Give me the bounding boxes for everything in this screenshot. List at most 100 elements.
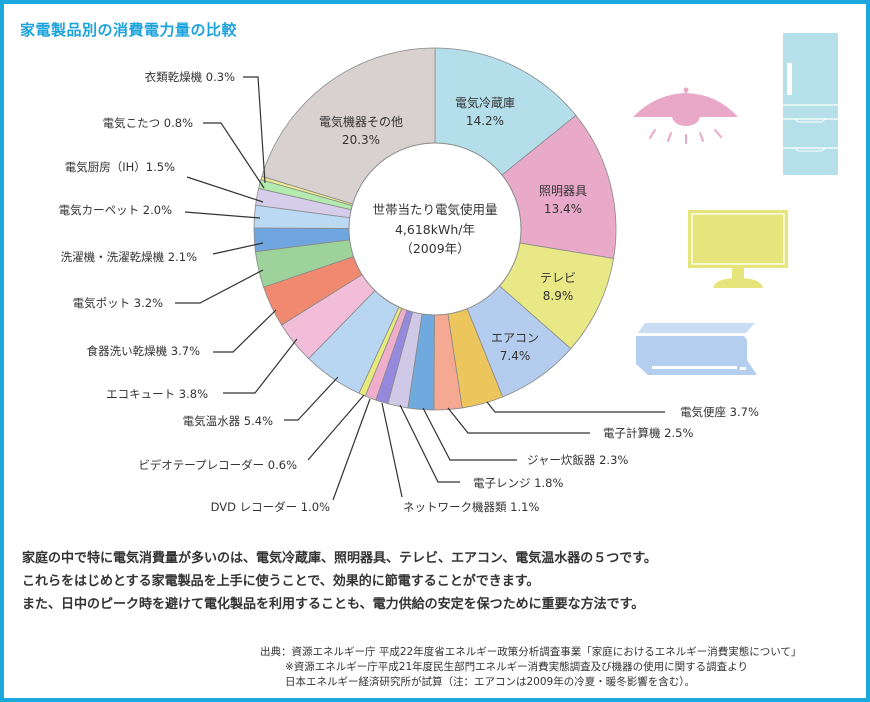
refrigerator-icon	[783, 33, 838, 175]
label-value: 1.5%	[145, 160, 175, 174]
leader-line-computer	[447, 407, 590, 434]
leader-line-ih-cooker	[186, 176, 264, 203]
leader-line-kotatsu	[203, 122, 265, 189]
leader-line-electric-carpet	[184, 211, 261, 219]
label-ecocute: エコキュート 3.8%	[106, 387, 208, 401]
segment-label-refrigerator: 電気冷蔵庫 14.2%	[455, 94, 515, 130]
leader-line-clothes-dryer	[243, 76, 266, 184]
segment-value: 14.2%	[465, 114, 505, 128]
label-value: 3.2%	[133, 296, 163, 310]
source-line: 日本エネルギー経済研究所が試算（注：エアコンは2009年の冷夏・暖冬影響を含む）…	[285, 676, 695, 688]
label-name: 食器洗い乾燥機	[86, 344, 168, 358]
tv-icon	[688, 210, 788, 288]
label-electric-carpet: 電気カーペット 2.0%	[59, 203, 172, 217]
label-value: 2.5%	[664, 426, 694, 440]
label-microwave: 電子レンジ 1.8%	[473, 476, 563, 490]
body-line: 家庭の中で特に電気消費量が多いのは、電気冷蔵庫、照明器具、テレビ、エアコン、電気…	[22, 551, 657, 566]
segment-name: 電気機器その他	[318, 115, 404, 129]
label-computer: 電子計算機 2.5%	[603, 426, 693, 440]
label-name: DVD レコーダー	[210, 500, 298, 514]
body-text: 家庭の中で特に電気消費量が多いのは、電気冷蔵庫、照明器具、テレビ、エアコン、電気…	[22, 547, 657, 616]
leader-line-vcr	[307, 394, 365, 461]
leader-line-dishwasher	[213, 309, 277, 353]
body-line: これらをはじめとする家電製品を上手に使うことで、効果的に節電することができます。	[22, 574, 540, 589]
leader-line-rice-cooker	[422, 407, 517, 461]
segment-label-tv: テレビ 8.9%	[540, 269, 576, 305]
label-value: 3.7%	[170, 344, 200, 358]
label-name: ビデオテープレコーダー	[138, 458, 265, 472]
label-name: 電子計算機	[603, 426, 661, 440]
label-name: 衣類乾燥機	[144, 70, 203, 84]
page-title: 家電製品別の消費電力量の比較	[20, 21, 238, 39]
label-name: ネットワーク機器類	[403, 500, 507, 514]
leader-line-dvd-recorder	[332, 398, 371, 501]
air-conditioner-icon	[636, 323, 757, 375]
label-name: 電子レンジ	[473, 476, 531, 490]
leader-line-washing-machine	[212, 242, 264, 255]
label-vcr: ビデオテープレコーダー 0.6%	[138, 458, 297, 472]
label-name: 電気こたつ	[102, 116, 161, 130]
label-name: 電気カーペット	[58, 203, 140, 217]
leader-lines	[175, 76, 665, 501]
label-name: 電気温水器	[182, 414, 241, 428]
label-kotatsu: 電気こたつ 0.8%	[103, 116, 193, 130]
source-line: 出典：資源エネルギー庁 平成22年度省エネルギー政策分析調査事業「家庭におけるエ…	[260, 646, 802, 658]
body-line: また、日中のピーク時を避けて電化製品を利用することも、電力供給の安定を保つために…	[22, 597, 645, 612]
label-value: 3.7%	[729, 405, 759, 419]
label-value: 0.3%	[205, 70, 235, 84]
label-name: 電気厨房（IH）	[64, 160, 146, 174]
label-value: 5.4%	[243, 414, 273, 428]
label-water-heater: 電気温水器 5.4%	[183, 414, 273, 428]
leader-line-water-heater	[284, 376, 339, 421]
donut-center-label: 世帯当たり電気使用量 4,618kWh/年 （2009年）	[372, 200, 497, 259]
leader-line-ecocute	[223, 338, 298, 394]
leader-line-toilet-seat	[486, 401, 665, 413]
source-line: ※資源エネルギー庁平成21年度民生部門エネルギー消費実態調査及び機器の使用に関す…	[285, 661, 748, 673]
label-value: 0.8%	[163, 116, 193, 130]
center-label-heading: 世帯当たり電気使用量	[372, 201, 498, 217]
label-value: 1.1%	[510, 500, 540, 514]
segment-value: 20.3%	[341, 133, 381, 147]
lamp-icon	[633, 87, 738, 144]
label-dishwasher: 食器洗い乾燥機 3.7%	[87, 344, 200, 358]
leader-line-microwave	[399, 404, 460, 483]
donut-hole	[348, 142, 522, 316]
label-name: エコキュート	[106, 387, 176, 401]
segment-value: 7.4%	[499, 349, 531, 363]
label-clothes-dryer: 衣類乾燥機 0.3%	[145, 70, 235, 84]
label-electric-pot: 電気ポット 3.2%	[73, 296, 163, 310]
label-dvd-recorder: DVD レコーダー 1.0%	[211, 500, 330, 514]
source-citation: 出典：資源エネルギー庁 平成22年度省エネルギー政策分析調査事業「家庭におけるエ…	[260, 645, 801, 690]
label-value: 2.1%	[167, 250, 197, 264]
label-rice-cooker: ジャー炊飯器 2.3%	[527, 453, 628, 467]
label-toilet-seat: 電気便座 3.7%	[680, 405, 759, 419]
segment-label-other: 電気機器その他 20.3%	[319, 113, 403, 149]
label-washing-machine: 洗濯機・洗濯乾燥機 2.1%	[61, 250, 197, 264]
label-name: 洗濯機・洗濯乾燥機	[60, 250, 165, 264]
label-value: 3.8%	[178, 387, 208, 401]
segment-name: 照明器具	[538, 184, 588, 198]
label-value: 2.3%	[599, 453, 629, 467]
segment-value: 13.4%	[543, 202, 583, 216]
center-label-amount: 4,618kWh/年	[394, 221, 476, 237]
segment-value: 8.9%	[542, 289, 574, 303]
label-value: 2.0%	[142, 203, 172, 217]
label-network-devices: ネットワーク機器類 1.1%	[403, 500, 539, 514]
segment-label-air-conditioner: エアコン 7.4%	[491, 329, 539, 365]
segment-name: 電気冷蔵庫	[454, 96, 516, 110]
label-value: 1.8%	[534, 476, 564, 490]
label-ih-cooker: 電気厨房（IH）1.5%	[65, 160, 175, 174]
label-name: 電気ポット	[72, 296, 131, 310]
label-name: ジャー炊飯器	[527, 453, 596, 467]
label-name: 電気便座	[680, 405, 726, 419]
leader-line-electric-pot	[175, 269, 264, 304]
segment-name: テレビ	[539, 271, 577, 285]
center-label-year: （2009年）	[400, 240, 470, 256]
label-value: 1.0%	[300, 500, 330, 514]
leader-line-network-devices	[381, 402, 403, 498]
label-value: 0.6%	[267, 458, 297, 472]
segment-label-lighting: 照明器具 13.4%	[539, 182, 587, 218]
segment-name: エアコン	[490, 331, 540, 345]
